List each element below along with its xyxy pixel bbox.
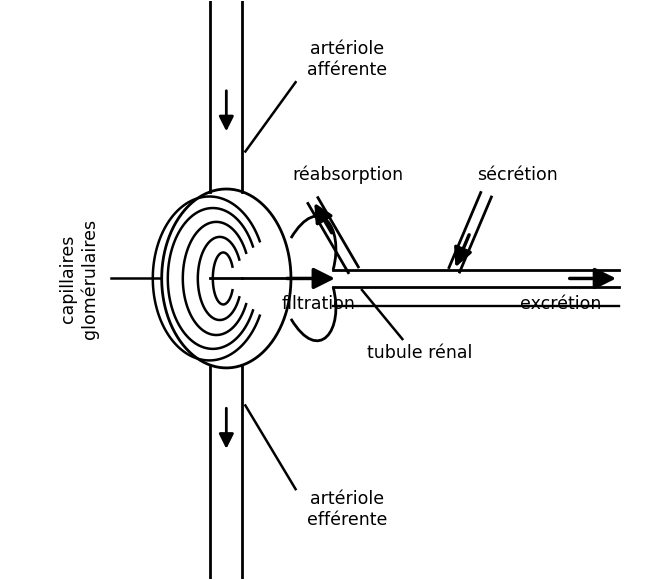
- Text: tubule rénal: tubule rénal: [367, 345, 472, 362]
- Text: capillaires
glomérulaires: capillaires glomérulaires: [59, 219, 99, 339]
- Text: artériole
afférente: artériole afférente: [308, 39, 388, 78]
- Text: artériole
efférente: artériole efférente: [307, 490, 388, 529]
- Text: sécrétion: sécrétion: [477, 165, 558, 183]
- Text: filtration: filtration: [282, 295, 355, 313]
- Text: excrétion: excrétion: [520, 295, 602, 313]
- Text: réabsorption: réabsorption: [292, 165, 403, 184]
